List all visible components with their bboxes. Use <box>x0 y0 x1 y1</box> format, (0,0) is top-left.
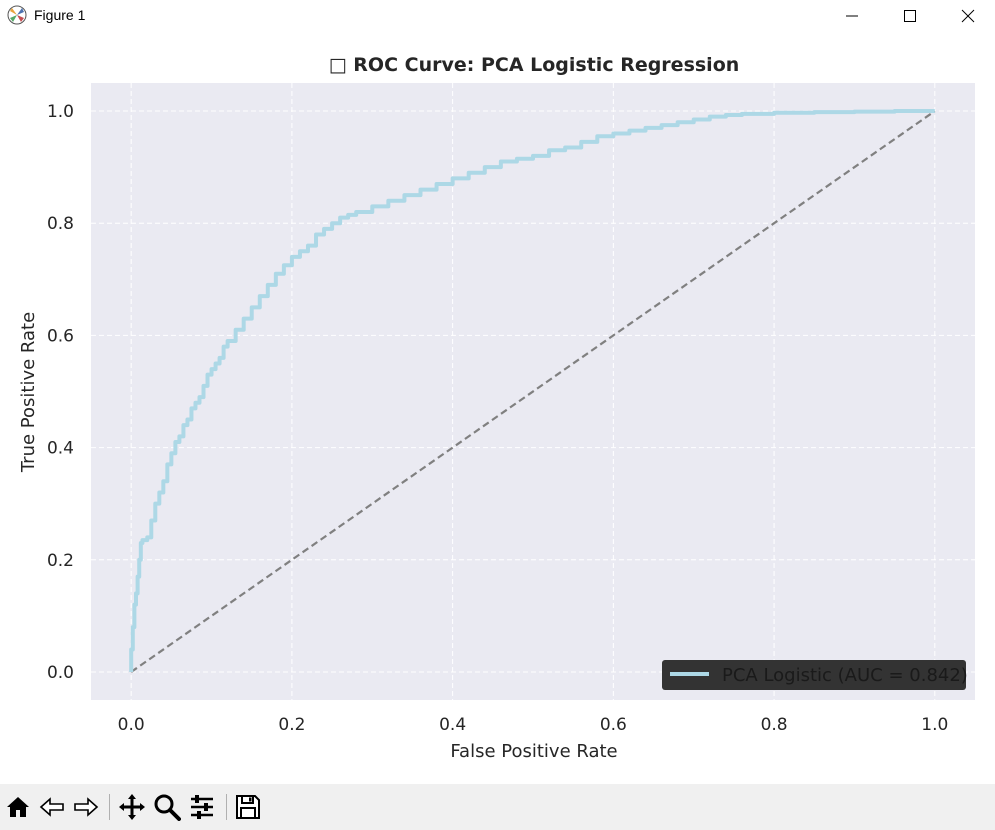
home-button[interactable] <box>2 791 34 823</box>
legend: PCA Logistic (AUC = 0.842) <box>662 660 968 690</box>
save-button[interactable] <box>232 791 264 823</box>
save-icon <box>236 795 260 819</box>
minimize-button[interactable] <box>823 0 881 32</box>
x-tick-label: 0.8 <box>761 715 788 735</box>
matplotlib-logo-icon <box>7 5 27 25</box>
y-axis-label: True Positive Rate <box>18 312 39 473</box>
forward-button[interactable] <box>70 791 102 823</box>
axis-ticks: 0.0 0.2 0.4 0.6 0.8 1.0 0.0 0.2 0.4 0.6 0.8 1.0 <box>47 102 948 735</box>
home-icon <box>7 797 29 817</box>
roc-chart: 0.0 0.2 0.4 0.6 0.8 1.0 0.0 0.2 0.4 0.6 0.8 1.0 □ R… <box>18 54 975 762</box>
close-icon <box>961 9 975 23</box>
x-tick-label: 0.0 <box>118 715 145 735</box>
x-tick-label: 0.2 <box>278 715 305 735</box>
maximize-button[interactable] <box>881 0 939 32</box>
zoom-button[interactable] <box>151 791 183 823</box>
back-button[interactable] <box>36 791 68 823</box>
configure-subplots-button[interactable] <box>186 791 218 823</box>
pan-button[interactable] <box>116 791 148 823</box>
y-tick-label: 0.4 <box>47 439 74 459</box>
diagonal-reference-line <box>130 110 936 673</box>
y-tick-label: 1.0 <box>47 102 74 122</box>
y-tick-label: 0.6 <box>47 326 74 346</box>
x-tick-label: 1.0 <box>921 715 948 735</box>
figure-canvas: 0.0 0.2 0.4 0.6 0.8 1.0 0.0 0.2 0.4 0.6 0.8 1.0 □ R… <box>0 32 995 784</box>
chart-title: □ ROC Curve: PCA Logistic Regression <box>329 54 740 76</box>
y-tick-label: 0.0 <box>47 663 74 683</box>
x-tick-label: 0.4 <box>439 715 466 735</box>
x-tick-label: 0.6 <box>600 715 627 735</box>
legend-label: PCA Logistic (AUC = 0.842) <box>722 665 968 686</box>
window-titlebar: Figure 1 <box>0 0 995 32</box>
roc-curve-line <box>129 109 935 672</box>
configure-subplots-icon <box>191 795 213 819</box>
toolbar-separator <box>226 794 227 820</box>
y-tick-label: 0.2 <box>47 551 74 571</box>
navigation-toolbar <box>0 784 995 830</box>
back-icon <box>39 797 64 817</box>
legend-box <box>662 660 966 690</box>
pan-icon <box>119 794 145 820</box>
toolbar-separator <box>109 794 110 820</box>
x-axis-label: False Positive Rate <box>450 741 617 762</box>
minimize-icon <box>846 15 858 17</box>
y-tick-label: 0.8 <box>47 214 74 234</box>
maximize-icon <box>904 10 916 22</box>
forward-icon <box>74 797 99 817</box>
zoom-icon <box>154 794 181 821</box>
close-button[interactable] <box>939 0 995 32</box>
window-title: Figure 1 <box>34 7 86 23</box>
